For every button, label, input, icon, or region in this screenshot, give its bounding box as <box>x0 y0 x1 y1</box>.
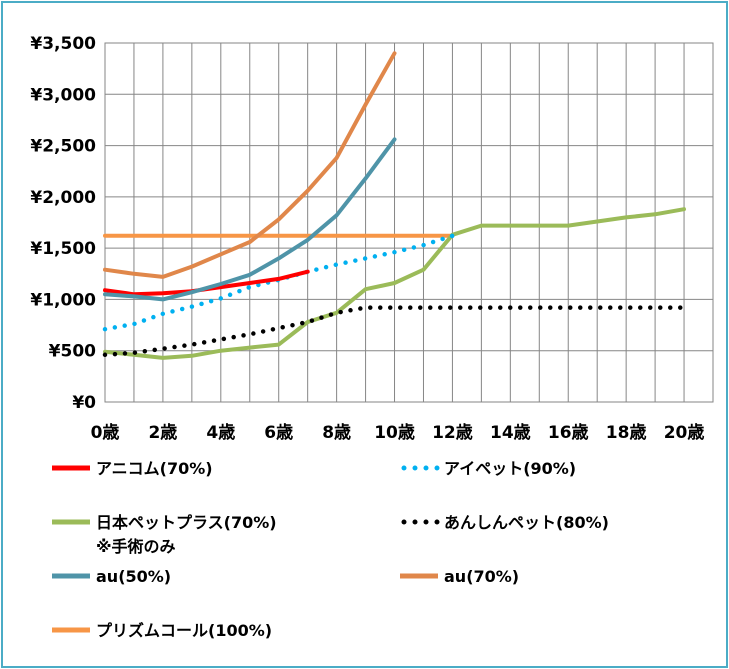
legend-label: au(70%) <box>444 567 519 586</box>
y-axis-ticks: ¥0 ¥500 ¥1,000 ¥1,500 ¥2,000 ¥2,500 ¥3,000 ¥3,5… <box>30 34 96 413</box>
y-tick-label: ¥500 <box>49 342 96 362</box>
x-tick-label: 0歳 <box>91 422 120 443</box>
series-line <box>103 137 397 302</box>
y-tick-label: ¥0 <box>72 393 96 413</box>
x-tick-label: 18歳 <box>606 422 647 443</box>
x-tick-label: 4歳 <box>206 422 235 443</box>
y-tick-label: ¥3,000 <box>30 85 96 105</box>
x-tick-label: 14歳 <box>490 422 531 443</box>
legend-label: アイペット(90%) <box>444 459 576 478</box>
x-tick-label: 16歳 <box>548 422 589 443</box>
y-tick-label: ¥3,500 <box>30 34 96 54</box>
x-tick-label: 12歳 <box>432 422 473 443</box>
legend-label: 日本ペットプラス(70%) <box>96 513 277 532</box>
y-tick-label: ¥2,000 <box>30 188 96 208</box>
x-tick-label: 8歳 <box>322 422 351 443</box>
series-lines <box>102 51 687 360</box>
y-tick-label: ¥1,000 <box>30 290 96 310</box>
x-tick-label: 10歳 <box>374 422 415 443</box>
x-tick-label: 20歳 <box>664 422 705 443</box>
legend-label: プリズムコール(100%) <box>96 621 272 640</box>
plot-area-border <box>104 42 714 403</box>
legend-label: あんしんペット(80%) <box>444 513 609 532</box>
legend-note: ※手術のみ <box>96 537 176 556</box>
x-tick-label: 2歳 <box>148 422 177 443</box>
legend-label: アニコム(70%) <box>96 459 213 478</box>
grid <box>104 42 714 403</box>
series-line <box>103 207 686 360</box>
legend: アニコム(70%) アイペット(90%) 日本ペットプラス(70%) ※手術のみ あんし… <box>52 459 609 640</box>
y-tick-label: ¥1,500 <box>30 239 96 259</box>
series-line <box>103 51 397 279</box>
y-tick-label: ¥2,500 <box>30 137 96 157</box>
legend-label: au(50%) <box>96 567 171 586</box>
x-axis-ticks: 0歳 2歳 4歳 6歳 8歳 10歳 12歳 14歳 16歳 18歳 20歳 <box>91 422 705 443</box>
x-tick-label: 6歳 <box>264 422 293 443</box>
